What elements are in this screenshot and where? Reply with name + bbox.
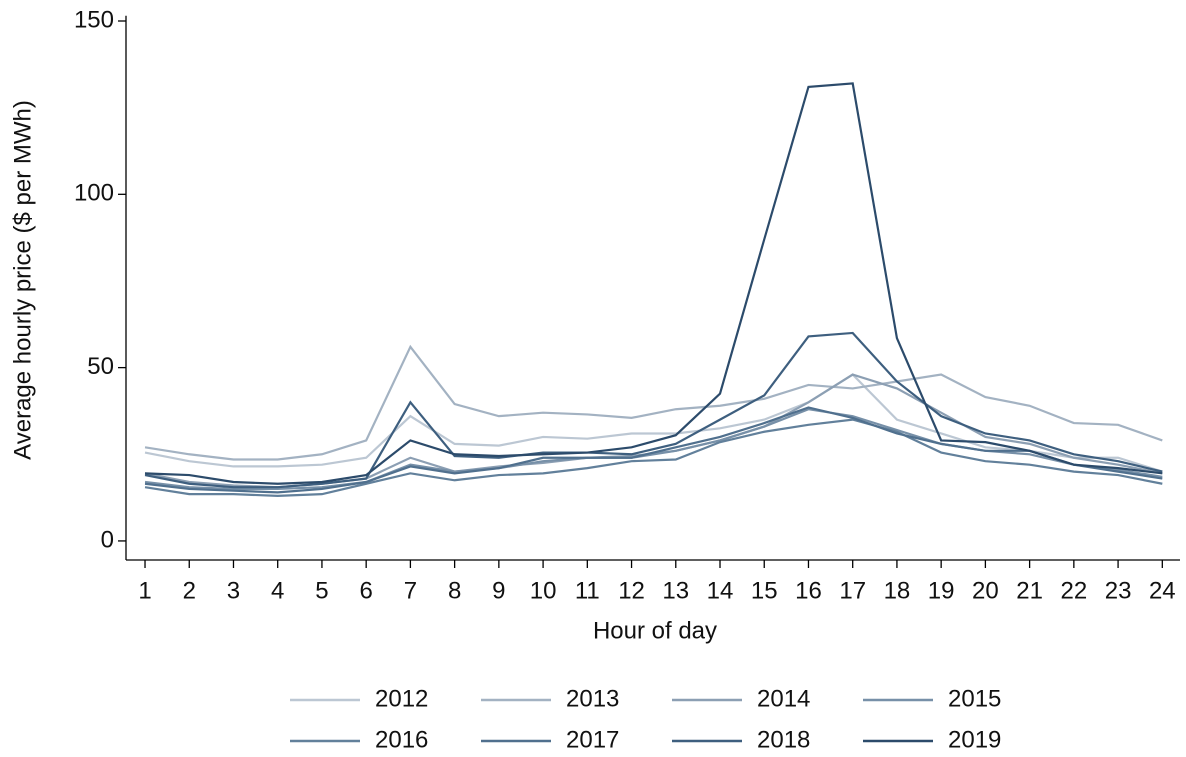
y-tick-label: 100 (74, 180, 114, 207)
series-line (144, 331, 1163, 489)
x-tick-label: 6 (359, 577, 372, 604)
x-tick-label: 5 (315, 577, 328, 604)
legend-label: 2013 (566, 685, 619, 712)
x-tick-label: 11 (575, 577, 600, 604)
x-tick-label: 12 (618, 577, 645, 604)
x-tick-label: 21 (1016, 577, 1043, 604)
legend-label: 2019 (948, 726, 1001, 753)
x-tick-label: 2 (183, 577, 196, 604)
x-tick-label: 3 (227, 577, 240, 604)
y-tick-label: 0 (101, 526, 114, 553)
x-tick-label: 17 (839, 577, 866, 604)
x-tick-label: 1 (138, 577, 151, 604)
x-tick-label: 18 (884, 577, 911, 604)
y-axis-label: Average hourly price ($ per MWh) (9, 100, 36, 460)
x-axis-label: Hour of day (593, 617, 717, 644)
x-tick-label: 9 (492, 577, 505, 604)
x-tick-label: 13 (662, 577, 689, 604)
legend-label: 2015 (948, 685, 1001, 712)
x-tick-label: 24 (1149, 577, 1176, 604)
x-tick-label: 19 (928, 577, 955, 604)
x-tick-label: 20 (972, 577, 999, 604)
x-tick-label: 8 (448, 577, 461, 604)
legend-label: 2012 (375, 685, 428, 712)
legend-label: 2014 (757, 685, 810, 712)
x-tick-label: 22 (1060, 577, 1087, 604)
x-tick-label: 10 (530, 577, 557, 604)
x-tick-label: 7 (404, 577, 417, 604)
series-line (144, 373, 1163, 473)
x-tick-label: 4 (271, 577, 284, 604)
x-tick-label: 23 (1105, 577, 1132, 604)
legend-label: 2017 (566, 726, 619, 753)
series-line (144, 418, 1163, 497)
y-tick-label: 150 (74, 6, 114, 33)
y-tick-label: 50 (87, 353, 114, 380)
x-tick-label: 15 (751, 577, 778, 604)
series-line (144, 82, 1163, 485)
x-tick-label: 16 (795, 577, 822, 604)
series-line (144, 406, 1163, 494)
series-line (144, 344, 1163, 461)
series-line (144, 373, 1163, 489)
legend-label: 2016 (375, 726, 428, 753)
legend-label: 2018 (757, 726, 810, 753)
x-tick-label: 14 (707, 577, 734, 604)
